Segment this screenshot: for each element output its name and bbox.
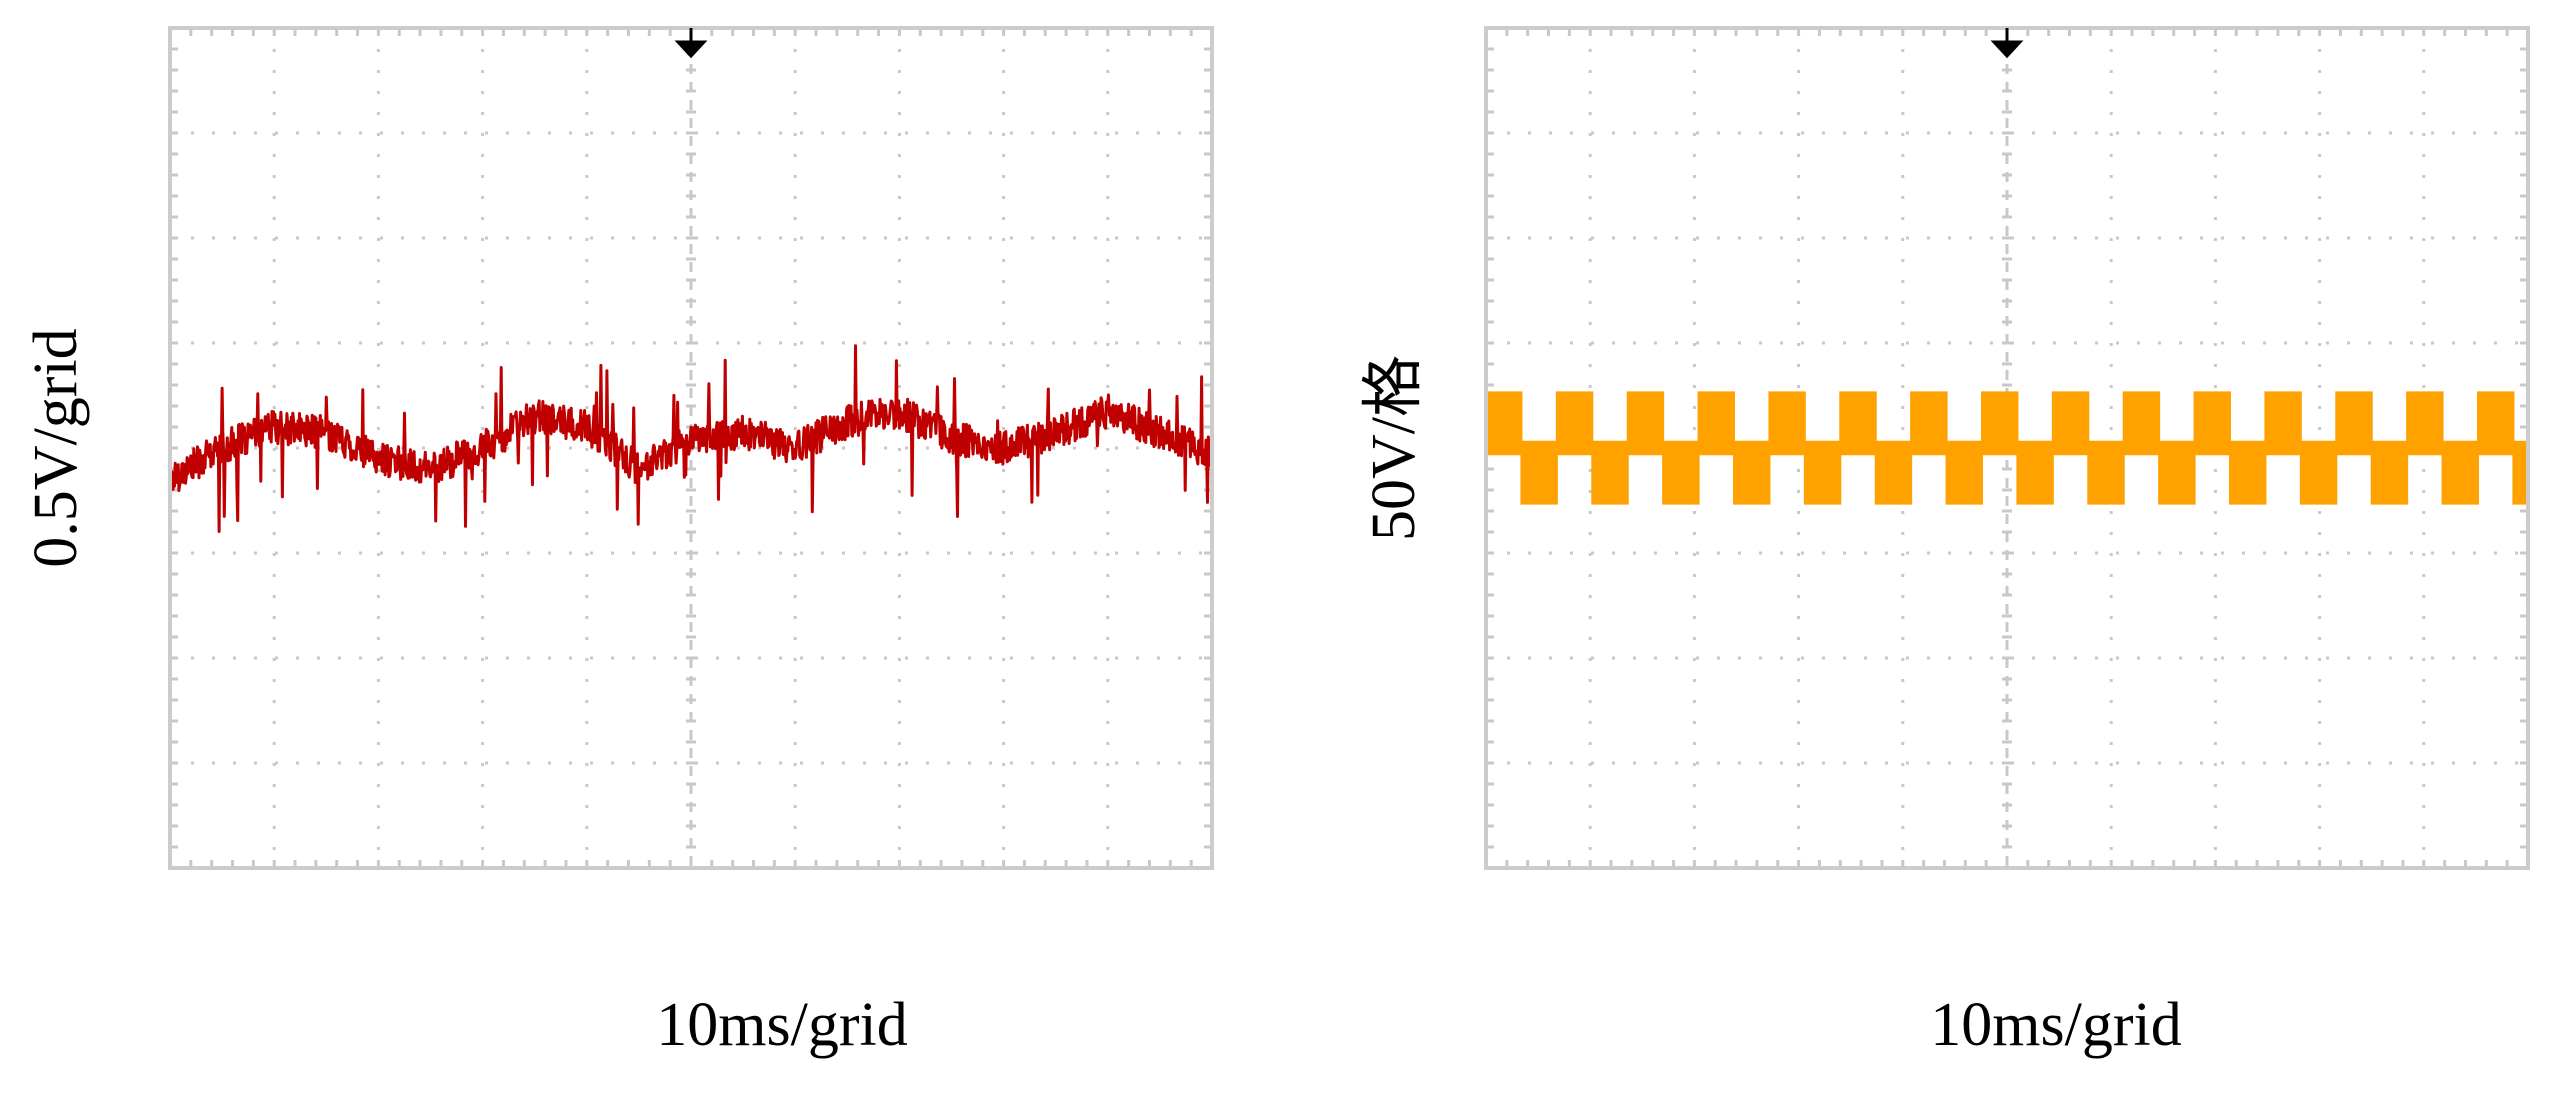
right-x-axis-label: 10ms/grid (1930, 991, 2181, 1059)
left-scope-panel: 0.5V/grid 10ms/grid (22, 26, 1214, 1059)
left-y-axis-label: 0.5V/grid (22, 328, 90, 567)
right-trigger-marker-icon (1990, 28, 2024, 59)
minor-tick-marks (170, 28, 1212, 868)
left-x-axis-label: 10ms/grid (656, 991, 907, 1059)
left-trigger-marker-icon (674, 28, 708, 59)
right-y-axis-label: 50V/格 (1360, 355, 1428, 541)
right-voltage-trace (1485, 391, 2529, 505)
minor-tick-marks (1486, 28, 2528, 868)
right-scope-panel: 50V/格 10ms/grid (1360, 26, 2530, 1059)
left-voltage-trace (168, 344, 1214, 533)
